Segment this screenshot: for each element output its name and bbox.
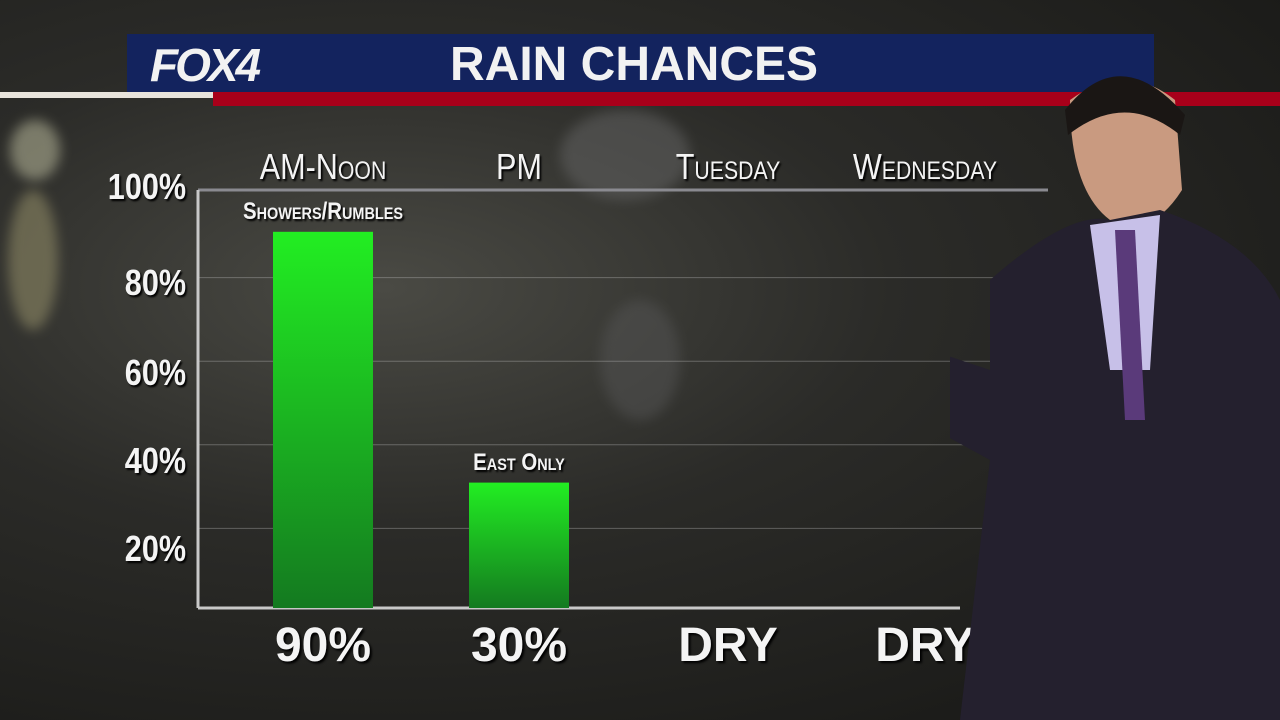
category-label: PM (496, 146, 542, 187)
bar-annotation: East Only (473, 448, 565, 476)
category-label: AM-Noon (259, 146, 387, 187)
bar-1 (469, 482, 569, 608)
accent-line (0, 92, 213, 98)
bar-0 (273, 231, 373, 609)
y-tick-label: 40% (124, 440, 186, 481)
value-label: 30% (470, 619, 568, 672)
presenter-figure (950, 76, 1280, 720)
y-tick-label: 100% (107, 166, 186, 207)
value-label: DRY (678, 619, 778, 672)
bar-annotation: Showers/Rumbles (242, 197, 404, 225)
y-tick-label: 60% (124, 352, 186, 393)
y-tick-label: 20% (124, 528, 186, 569)
value-label: DRY (875, 619, 975, 672)
y-tick-label: 80% (124, 262, 186, 303)
red-accent-bar (213, 92, 1280, 106)
title-banner (127, 34, 1154, 92)
value-label: 90% (274, 619, 372, 672)
category-label: Tuesday (675, 146, 781, 187)
fox4-logo: FOX4 (150, 39, 261, 91)
category-label: Wednesday (852, 146, 998, 187)
page-title: RAIN CHANCES (450, 38, 819, 91)
